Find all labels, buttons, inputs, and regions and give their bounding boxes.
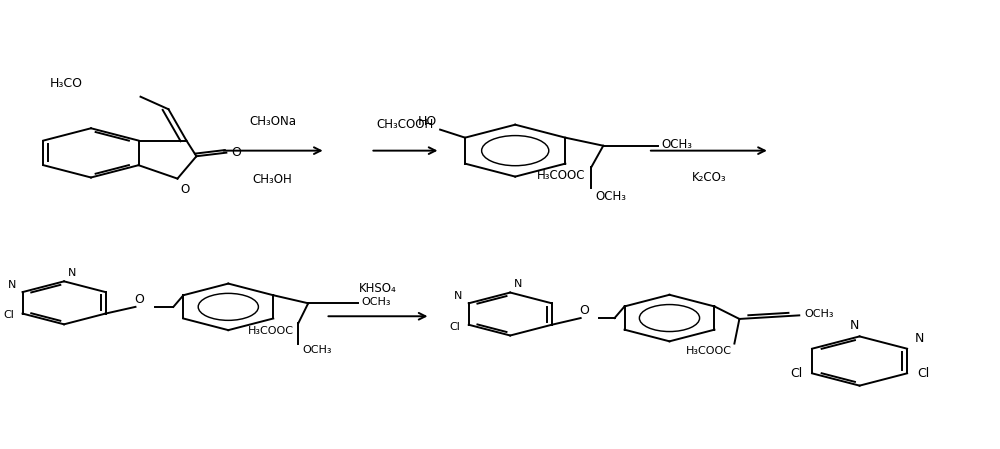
Text: O: O (231, 146, 241, 159)
Text: Cl: Cl (790, 367, 802, 380)
Text: N: N (915, 332, 924, 345)
Text: O: O (180, 183, 190, 196)
Text: Cl: Cl (450, 322, 461, 332)
Text: OCH₃: OCH₃ (804, 308, 834, 319)
Text: O: O (580, 304, 590, 317)
Text: CH₃COOH: CH₃COOH (377, 118, 434, 131)
Text: HO: HO (418, 115, 437, 128)
Text: N: N (68, 268, 76, 278)
Text: N: N (514, 279, 523, 289)
Text: H₃COOC: H₃COOC (248, 326, 294, 336)
Text: N: N (8, 280, 17, 290)
Text: OCH₃: OCH₃ (595, 189, 626, 202)
Text: N: N (454, 291, 463, 301)
Text: OCH₃: OCH₃ (302, 345, 332, 355)
Text: Cl: Cl (917, 367, 929, 380)
Text: Cl: Cl (4, 310, 15, 321)
Text: OCH₃: OCH₃ (661, 138, 692, 151)
Text: OCH₃: OCH₃ (361, 297, 391, 308)
Text: N: N (850, 319, 859, 332)
Text: CH₃OH: CH₃OH (253, 173, 293, 186)
Text: KHSO₄: KHSO₄ (359, 282, 396, 295)
Text: K₂CO₃: K₂CO₃ (692, 171, 726, 184)
Text: H₃CO: H₃CO (50, 77, 83, 90)
Text: CH₃ONa: CH₃ONa (249, 115, 296, 128)
Text: H₃COOC: H₃COOC (685, 346, 731, 356)
Text: O: O (135, 293, 144, 306)
Text: H₃COOC: H₃COOC (537, 169, 585, 182)
